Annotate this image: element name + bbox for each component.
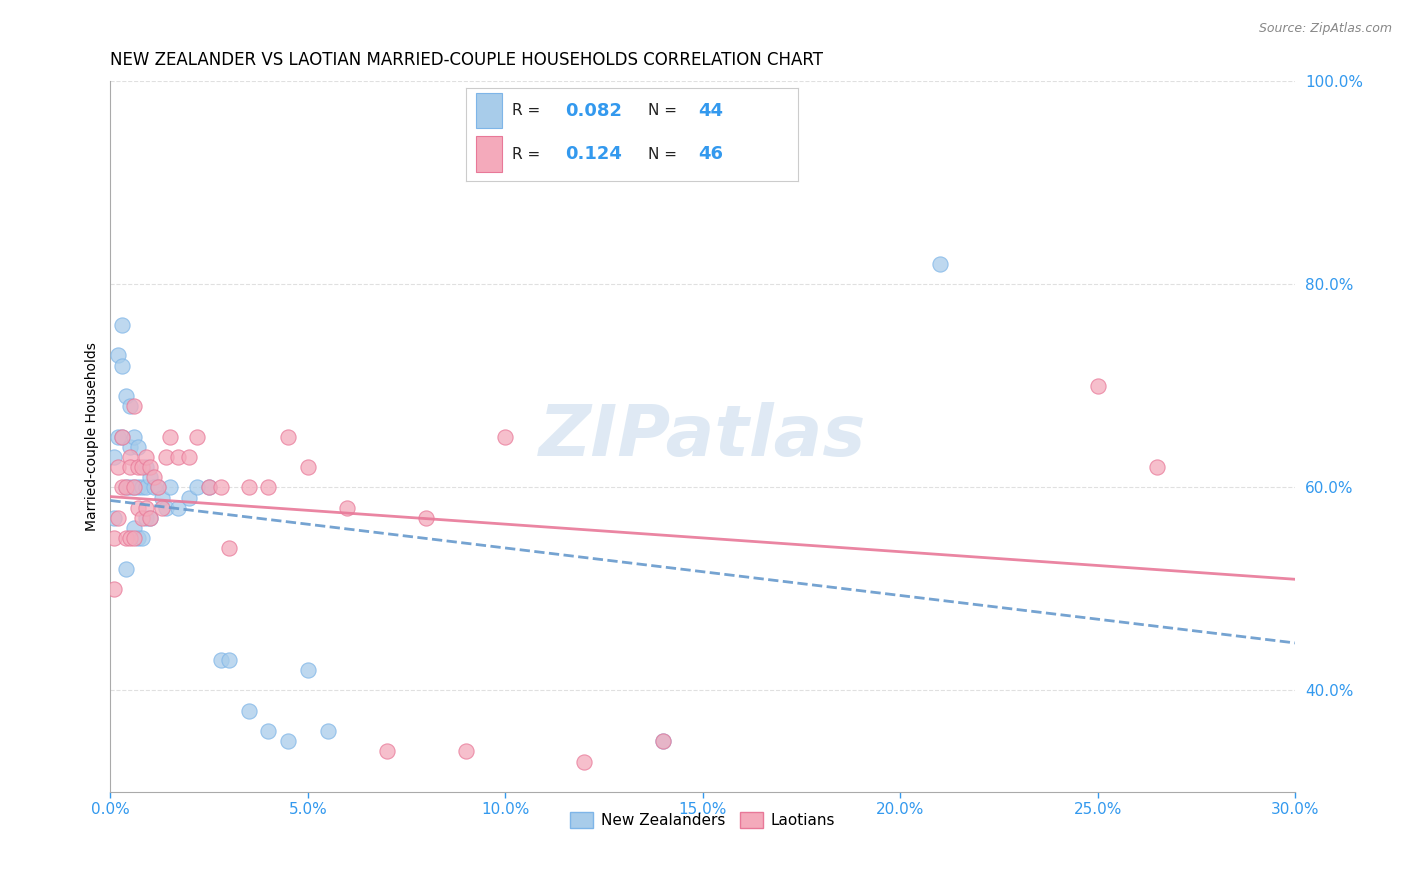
Point bbox=[415, 511, 437, 525]
Point bbox=[120, 460, 142, 475]
Point bbox=[375, 744, 398, 758]
Point bbox=[131, 511, 153, 525]
Point bbox=[115, 480, 138, 494]
Legend: New Zealanders, Laotians: New Zealanders, Laotians bbox=[564, 805, 842, 834]
Point bbox=[179, 450, 201, 464]
Point bbox=[454, 744, 477, 758]
Point bbox=[146, 480, 169, 494]
Point bbox=[238, 704, 260, 718]
Point bbox=[107, 348, 129, 362]
Point bbox=[139, 470, 162, 484]
Point bbox=[111, 430, 134, 444]
Y-axis label: Married-couple Households: Married-couple Households bbox=[86, 343, 100, 531]
Point bbox=[111, 318, 134, 332]
Point bbox=[103, 582, 125, 596]
Point bbox=[166, 500, 188, 515]
Point bbox=[111, 480, 134, 494]
Point bbox=[186, 430, 208, 444]
Point bbox=[120, 450, 142, 464]
Point bbox=[122, 399, 145, 413]
Point bbox=[159, 430, 181, 444]
Point bbox=[135, 500, 157, 515]
Point bbox=[135, 450, 157, 464]
Point bbox=[574, 755, 596, 769]
Point bbox=[111, 430, 134, 444]
Point bbox=[139, 511, 162, 525]
Point bbox=[150, 491, 173, 505]
Text: NEW ZEALANDER VS LAOTIAN MARRIED-COUPLE HOUSEHOLDS CORRELATION CHART: NEW ZEALANDER VS LAOTIAN MARRIED-COUPLE … bbox=[111, 51, 824, 69]
Point bbox=[135, 511, 157, 525]
Point bbox=[115, 561, 138, 575]
Point bbox=[115, 480, 138, 494]
Point bbox=[127, 500, 149, 515]
Point bbox=[316, 724, 339, 739]
Point bbox=[107, 511, 129, 525]
Point bbox=[297, 663, 319, 677]
Point bbox=[127, 480, 149, 494]
Point bbox=[122, 480, 145, 494]
Point bbox=[179, 491, 201, 505]
Point bbox=[198, 480, 221, 494]
Point bbox=[103, 450, 125, 464]
Point bbox=[257, 724, 280, 739]
Point bbox=[277, 430, 299, 444]
Point bbox=[107, 460, 129, 475]
Point bbox=[120, 531, 142, 545]
Text: Source: ZipAtlas.com: Source: ZipAtlas.com bbox=[1258, 22, 1392, 36]
Point bbox=[198, 480, 221, 494]
Point bbox=[107, 430, 129, 444]
Text: ZIPatlas: ZIPatlas bbox=[538, 402, 866, 471]
Point bbox=[142, 470, 165, 484]
Point bbox=[928, 257, 950, 271]
Point bbox=[103, 511, 125, 525]
Point bbox=[336, 500, 359, 515]
Point bbox=[257, 480, 280, 494]
Point bbox=[127, 460, 149, 475]
Point bbox=[652, 734, 675, 748]
Point bbox=[131, 531, 153, 545]
Point bbox=[186, 480, 208, 494]
Point bbox=[142, 480, 165, 494]
Point bbox=[1146, 460, 1168, 475]
Point bbox=[120, 440, 142, 454]
Point bbox=[103, 531, 125, 545]
Point bbox=[159, 480, 181, 494]
Point bbox=[139, 511, 162, 525]
Point bbox=[122, 480, 145, 494]
Point bbox=[131, 460, 153, 475]
Point bbox=[209, 480, 232, 494]
Point bbox=[120, 480, 142, 494]
Point bbox=[131, 480, 153, 494]
Point bbox=[494, 430, 516, 444]
Point bbox=[127, 440, 149, 454]
Point bbox=[297, 460, 319, 475]
Point bbox=[209, 653, 232, 667]
Point bbox=[166, 450, 188, 464]
Point bbox=[238, 480, 260, 494]
Point bbox=[111, 359, 134, 373]
Point bbox=[120, 399, 142, 413]
Point bbox=[150, 500, 173, 515]
Point bbox=[155, 450, 177, 464]
Point bbox=[135, 460, 157, 475]
Point bbox=[115, 389, 138, 403]
Point bbox=[146, 480, 169, 494]
Point bbox=[218, 653, 240, 667]
Point bbox=[122, 531, 145, 545]
Point bbox=[139, 460, 162, 475]
Point bbox=[122, 430, 145, 444]
Point bbox=[127, 531, 149, 545]
Point bbox=[218, 541, 240, 556]
Point bbox=[652, 734, 675, 748]
Point bbox=[115, 531, 138, 545]
Point bbox=[155, 500, 177, 515]
Point bbox=[135, 480, 157, 494]
Point bbox=[122, 521, 145, 535]
Point bbox=[1087, 379, 1109, 393]
Point bbox=[277, 734, 299, 748]
